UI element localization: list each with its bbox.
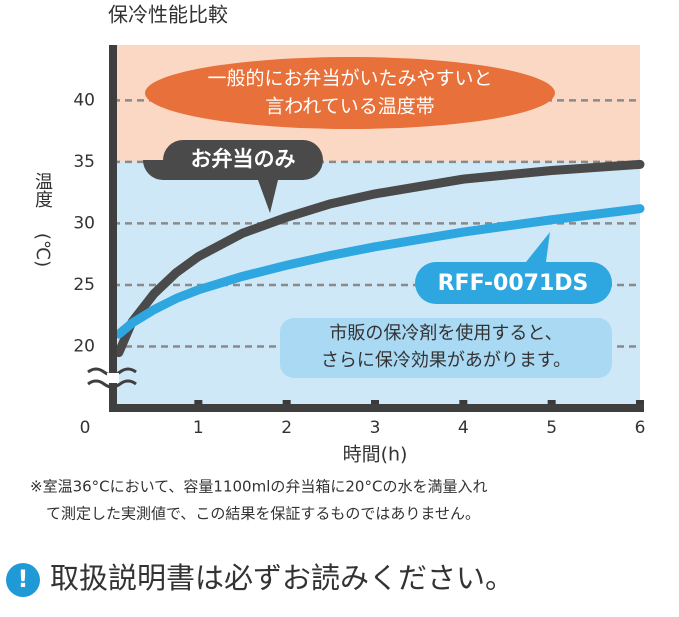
annotation: さらに保冷効果があがります。 <box>321 350 571 371</box>
callout-box <box>415 232 612 304</box>
x-tick-label: 2 <box>281 418 292 438</box>
notice-icon-mark: ! <box>18 565 29 593</box>
callout-box <box>143 140 323 213</box>
annotation-bubble <box>145 57 555 129</box>
x-label: 時間(h) <box>343 444 408 466</box>
y-tick-label: 30 <box>73 213 95 233</box>
x-tick-label: 1 <box>193 418 204 438</box>
x-tick-label: 5 <box>546 418 557 438</box>
series-line <box>114 204 645 339</box>
annotation-box <box>280 318 612 378</box>
y-tick-label: 25 <box>73 275 95 295</box>
series-label: RFF-0071DS <box>438 271 589 296</box>
y-tick-label: 20 <box>73 336 95 356</box>
axis-break-gap <box>107 373 119 383</box>
series-label: お弁当のみ <box>191 147 296 171</box>
footnote: ※室温36°Cにおいて、容量1100mlの弁当箱に20°Cの水を満量入れ <box>30 478 487 496</box>
notice: 取扱説明書は必ずお読みください。 <box>50 561 514 595</box>
x-tick-label: 3 <box>370 418 381 438</box>
x-tick-label: 6 <box>635 418 646 438</box>
x-tick-label: 0 <box>80 418 91 438</box>
notice-icon <box>6 563 40 597</box>
y-tick-label: 35 <box>73 152 95 172</box>
annotation: 一般的にお弁当がいたみやすいと <box>207 68 492 90</box>
y-label: 温度 <box>32 172 53 208</box>
footnote: て測定した実測値で、この結果を保証するものではありません。 <box>46 505 480 523</box>
y-tick-label: 40 <box>73 90 95 110</box>
annotation: 言われている温度帯 <box>265 96 434 118</box>
annotation: 市販の保冷剤を使用すると、 <box>329 323 562 344</box>
lines <box>114 159 645 358</box>
y-label: (℃) <box>32 233 53 267</box>
x-tick-label: 4 <box>458 418 469 438</box>
chart-title: 保冷性能比較 <box>108 3 228 27</box>
series-line <box>114 159 645 358</box>
